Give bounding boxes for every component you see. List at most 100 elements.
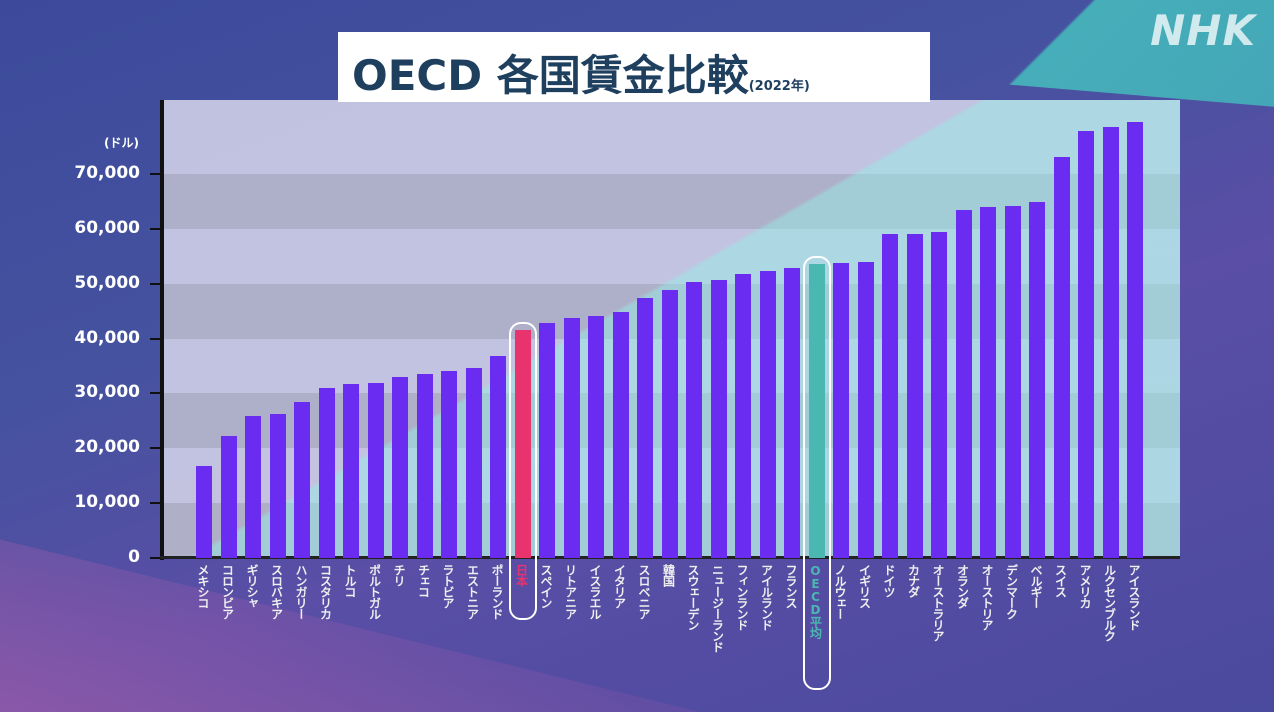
bar-チェコ (416, 374, 433, 558)
y-tick-mark (150, 337, 160, 340)
y-tick-mark (150, 392, 160, 395)
bar-カナダ (906, 233, 923, 558)
x-tick-label: スウェーデン (686, 564, 700, 630)
y-axis (160, 100, 164, 560)
y-tick-label: 30,000 (74, 382, 140, 403)
x-tick-label: ポルトガル (367, 564, 382, 619)
bar-韓国 (661, 289, 678, 558)
y-tick-label: 70,000 (74, 163, 140, 183)
title-text: OECD 各国賃金比較 (352, 51, 749, 100)
bar-ベルギー (1029, 201, 1045, 558)
y-tick-label: 50,000 (74, 272, 140, 293)
x-tick-label: OECD平均 (808, 564, 823, 638)
x-tick-label: 日本 (514, 564, 529, 586)
y-tick-label: 20,000 (74, 437, 140, 458)
bar-アイルランド (759, 271, 776, 558)
bar-コロンビア (220, 436, 237, 558)
y-tick-mark (150, 173, 160, 175)
x-tick-label: ハンガリー (294, 564, 308, 619)
bar-ドイツ (882, 233, 898, 558)
x-tick-label: コロンビア (220, 564, 235, 619)
x-tick-label: ギリシャ (245, 564, 259, 608)
bar-イギリス (857, 261, 874, 558)
bar-ポーランド (490, 356, 506, 558)
y-tick-label: 40,000 (74, 327, 140, 348)
x-tick-label: アイスランド (1127, 564, 1141, 630)
y-tick-mark (150, 557, 160, 559)
x-tick-label: イスラエル (588, 564, 602, 619)
x-tick-label: イタリア (612, 564, 627, 608)
bar-イタリア (612, 312, 629, 558)
bar-オランダ (955, 210, 972, 558)
x-tick-label: チェコ (416, 564, 431, 597)
bar-ハンガリー (294, 402, 310, 558)
x-tick-label: オーストリア (980, 564, 994, 630)
bar-リトアニア (563, 318, 580, 558)
bar-フランス (784, 267, 800, 558)
bar-ニュージーランド (710, 279, 727, 558)
x-tick-label: イギリス (857, 564, 872, 608)
title-year: (2022年) (748, 79, 810, 94)
bar-OECD平均 (808, 263, 825, 558)
x-tick-label: リトアニア (563, 564, 578, 619)
bar-エストニア (465, 368, 482, 558)
x-tick-label: トルコ (343, 564, 357, 597)
bar-スロバキア (269, 414, 286, 558)
x-tick-label: アメリカ (1078, 564, 1092, 608)
bar-オーストラリア (931, 232, 947, 558)
x-tick-label: スイス (1053, 564, 1068, 597)
x-tick-label: チリ (392, 564, 406, 586)
bar-デンマーク (1004, 205, 1021, 558)
x-tick-label: オーストラリア (931, 564, 945, 641)
bar-イスラエル (588, 316, 604, 558)
bar-アイスランド (1127, 121, 1143, 558)
bar-日本 (514, 329, 531, 558)
chart-title: OECD 各国賃金比較(2022年) (352, 42, 810, 103)
bar-ルクセンブルク (1102, 126, 1119, 558)
x-tick-label: ルクセンブルク (1102, 564, 1117, 641)
y-tick-mark (150, 282, 160, 285)
y-tick-mark (150, 502, 160, 505)
x-tick-label: コスタリカ (318, 564, 333, 619)
x-tick-label: カナダ (906, 564, 921, 597)
bar-スペイン (539, 323, 555, 558)
y-tick-mark (150, 447, 160, 450)
x-tick-label: エストニア (465, 564, 480, 619)
bar-ノルウェー (833, 262, 849, 558)
x-tick-label: スロベニア (637, 564, 651, 619)
x-tick-label: ノルウェー (833, 564, 847, 619)
highlight-outline (802, 255, 831, 690)
bar-ラトビア (441, 370, 457, 558)
x-tick-label: ラトビア (441, 564, 455, 608)
x-tick-label: デンマーク (1004, 564, 1019, 619)
bar-ギリシャ (245, 415, 261, 558)
title-box: OECD 各国賃金比較(2022年) (338, 32, 930, 102)
y-tick-label: 10,000 (74, 492, 140, 513)
x-tick-label: メキシコ (196, 564, 210, 608)
x-tick-label: ポーランド (490, 564, 504, 619)
x-tick-label: ドイツ (882, 564, 896, 597)
x-tick-label: スロバキア (269, 564, 284, 619)
bar-スウェーデン (686, 282, 702, 558)
bar-アメリカ (1078, 131, 1094, 558)
nhk-logo: NHK (1150, 6, 1256, 55)
bar-チリ (392, 376, 408, 558)
bar-フィンランド (735, 273, 751, 558)
x-tick-label: フィンランド (735, 564, 749, 630)
bar-トルコ (343, 384, 359, 558)
x-tick-label: フランス (784, 564, 798, 608)
y-tick-label: 0 (128, 547, 140, 567)
bar-スイス (1053, 156, 1070, 558)
y-axis-unit: (ドル) (104, 136, 139, 150)
x-tick-label: ニュージーランド (710, 564, 725, 652)
x-tick-label: ベルギー (1029, 564, 1043, 608)
x-tick-label: スペイン (539, 564, 553, 608)
bar-メキシコ (196, 465, 212, 558)
bar-スロベニア (637, 297, 653, 558)
y-tick-label: 60,000 (74, 217, 140, 238)
y-tick-mark (150, 227, 160, 230)
bar-オーストリア (980, 206, 996, 558)
x-tick-label: アイルランド (759, 564, 774, 630)
highlight-outline (508, 321, 537, 620)
x-tick-label: オランダ (955, 564, 970, 608)
